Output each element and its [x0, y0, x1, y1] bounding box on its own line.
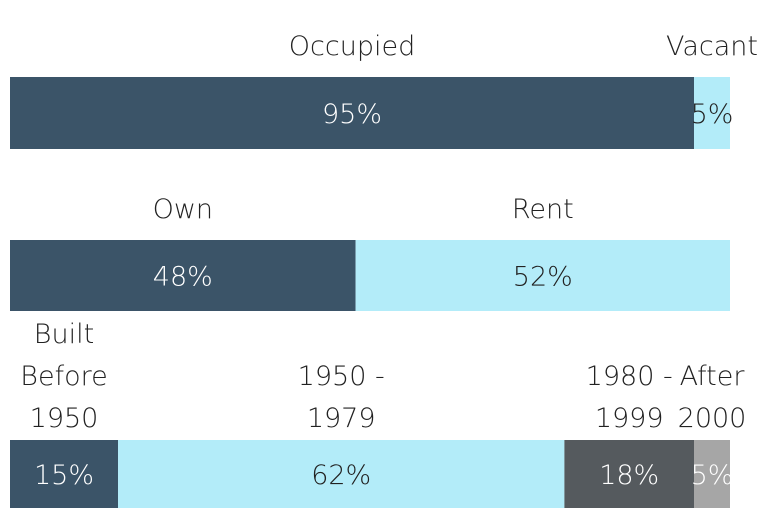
segment-label: Own: [153, 194, 213, 225]
value-label: 95%: [322, 99, 382, 130]
value-label: 18%: [599, 460, 659, 491]
segment-label: Occupied: [289, 31, 415, 62]
segment-label: 1980 -1999: [586, 361, 673, 434]
value-label: 5%: [691, 460, 734, 491]
segment-label: Rent: [512, 194, 574, 225]
value-label: 15%: [34, 460, 94, 491]
chart: 95% Occupied 5% Vacant 48% Own 52% Rent 15% Built…: [0, 0, 776, 508]
segment-label: 1950 -1979: [298, 361, 385, 434]
segment-label: Vacant: [666, 31, 758, 62]
value-label: 48%: [153, 262, 213, 293]
value-label: 52%: [513, 262, 573, 293]
value-label: 62%: [311, 460, 371, 491]
value-label: 5%: [691, 99, 734, 130]
